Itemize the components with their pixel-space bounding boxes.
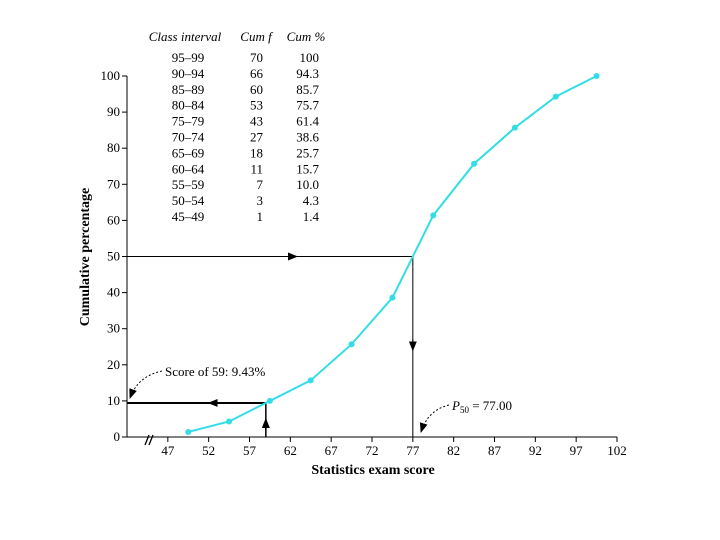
annotations: Score of 59: 9.43% P50 = 77.00: [129, 364, 512, 433]
ogive-point: [389, 294, 396, 301]
ogive-point: [226, 418, 233, 425]
table-cell-cumpct: 38.6: [296, 130, 319, 145]
table-cell-cumpct: 15.7: [296, 161, 319, 176]
table-cell-cumf: 43: [250, 114, 263, 129]
ogive-point: [185, 428, 192, 435]
table-cell-cumf: 60: [250, 82, 263, 97]
table-cell-cumf: 53: [250, 98, 263, 113]
table-cell-interval: 55–59: [172, 177, 205, 192]
ogive-point: [266, 397, 273, 404]
table-cell-cumf: 7: [257, 177, 264, 192]
table-cell-cumf: 70: [250, 50, 263, 65]
reference-lines: [127, 252, 417, 437]
table-cell-interval: 65–69: [172, 145, 205, 160]
table-header: Cum f: [240, 29, 274, 44]
y-tick-label: 30: [107, 321, 120, 336]
table-cell-cumpct: 10.0: [296, 177, 319, 192]
table-cell-cumf: 66: [250, 66, 264, 81]
table-cell-cumf: 27: [250, 130, 264, 145]
table-cell-interval: 50–54: [172, 193, 205, 208]
table-cell-cumpct: 1.4: [303, 209, 320, 224]
y-tick-label: 100: [101, 68, 121, 83]
table-header: Cum %: [287, 29, 326, 44]
table-cell-interval: 70–74: [172, 130, 205, 145]
x-axis-title: Statistics exam score: [311, 463, 434, 478]
y-tick-label: 0: [114, 429, 121, 444]
table-cell-interval: 85–89: [172, 82, 205, 97]
table-cell-cumpct: 25.7: [296, 145, 319, 160]
cumulative-frequency-table: Class interval Cum f Cum % 95–99 70 100 90–94 6…: [149, 29, 326, 224]
table-cell-cumpct: 100: [300, 50, 320, 65]
y-tick-label: 10: [107, 393, 120, 408]
table-cell-cumpct: 85.7: [296, 82, 319, 97]
table-cell-cumf: 18: [250, 145, 263, 160]
y-tick-label: 50: [107, 249, 120, 264]
y-tick-label: 20: [107, 357, 120, 372]
ogive-point: [471, 160, 478, 167]
data-series: [185, 73, 600, 435]
p50-annotation: P50 = 77.00: [451, 398, 512, 415]
ogive-point: [552, 93, 559, 100]
x-tick-label: 47: [161, 443, 175, 458]
ogive-point: [511, 124, 518, 131]
tick-labels: 47 52 57 62 67 72 77 82 87 92 97 102010203040506070…: [101, 68, 627, 458]
x-tick-label: 102: [607, 443, 627, 458]
x-tick-label: 62: [284, 443, 297, 458]
x-tick-label: 82: [447, 443, 460, 458]
x-tick-label: 67: [325, 443, 339, 458]
y-tick-label: 60: [107, 212, 120, 227]
table-cell-cumpct: 61.4: [296, 114, 319, 129]
p50-annotation-leader: [419, 404, 450, 433]
score59-annotation: Score of 59: 9.43%: [165, 364, 266, 379]
x-tick-label: 87: [488, 443, 502, 458]
table-cell-cumf: 11: [250, 161, 263, 176]
table-cell-interval: 60–64: [172, 161, 205, 176]
x-tick-label: 57: [243, 443, 257, 458]
x-tick-label: 77: [406, 443, 420, 458]
x-tick-label: 52: [202, 443, 215, 458]
table-cell-interval: 75–79: [172, 114, 205, 129]
table-cell-cumpct: 94.3: [296, 66, 319, 81]
y-tick-label: 80: [107, 140, 120, 155]
table-cell-interval: 45–49: [172, 209, 205, 224]
table-cell-cumf: 3: [257, 193, 264, 208]
table-header: Class interval: [149, 29, 222, 44]
x-tick-label: 97: [570, 443, 584, 458]
table-cell-cumpct: 4.3: [303, 193, 319, 208]
ogive-point: [307, 377, 314, 384]
table-cell-cumpct: 75.7: [296, 98, 319, 113]
table-cell-interval: 90–94: [172, 66, 205, 81]
score59-annotation-leader: [129, 370, 163, 399]
y-tick-label: 90: [107, 104, 120, 119]
table-cell-cumf: 1: [257, 209, 264, 224]
ogive-point: [348, 341, 355, 348]
ogive-point: [593, 73, 600, 79]
table-cell-interval: 80–84: [172, 98, 205, 113]
y-axis-title: Cumulative percentage: [78, 188, 93, 327]
y-tick-label: 70: [107, 176, 120, 191]
table-cell-interval: 95–99: [172, 50, 205, 65]
axis-break-mark: [144, 434, 154, 446]
x-tick-label: 92: [529, 443, 542, 458]
x-tick-label: 72: [366, 443, 379, 458]
ogive-point: [430, 212, 437, 219]
y-tick-label: 40: [107, 285, 120, 300]
